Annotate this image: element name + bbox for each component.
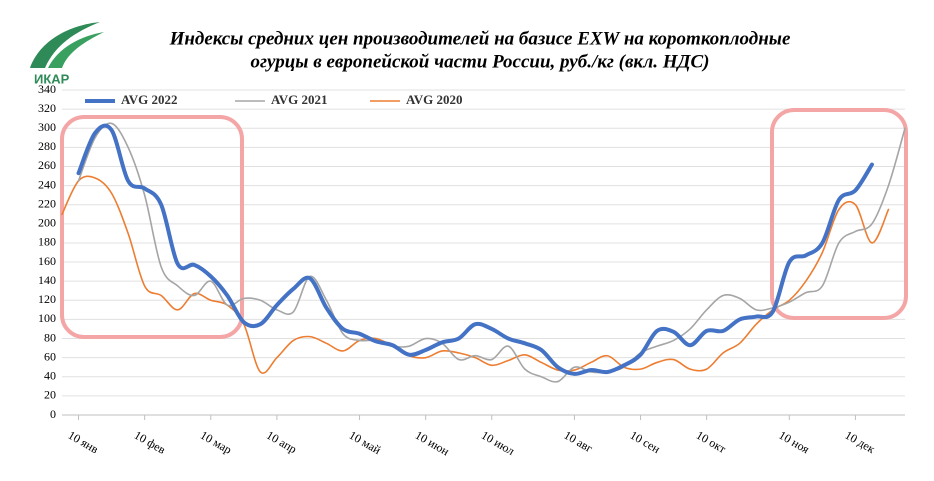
- chart-title: огурцы в европейской части России, руб./…: [251, 51, 710, 72]
- y-tick-label: 340: [38, 82, 56, 96]
- legend-label: AVG 2020: [406, 92, 462, 107]
- x-tick-label: 10 дек: [843, 428, 878, 456]
- legend-label: AVG 2021: [271, 92, 327, 107]
- x-tick-label: 10 янв: [66, 428, 102, 457]
- y-tick-label: 260: [38, 158, 56, 172]
- x-tick-label: 10 июн: [413, 428, 452, 459]
- series-line: [76, 123, 874, 376]
- x-tick-label: 10 сен: [628, 428, 663, 457]
- x-tick-label: 10 авг: [562, 428, 596, 456]
- x-tick-label: 10 ноя: [776, 428, 812, 457]
- y-tick-label: 0: [50, 407, 56, 421]
- x-tick-label: 10 май: [347, 428, 384, 458]
- highlight-box: [770, 108, 908, 320]
- x-tick-label: 10 фев: [132, 428, 169, 457]
- y-tick-label: 320: [38, 101, 56, 115]
- y-tick-label: 120: [38, 292, 56, 306]
- highlight-box: [60, 115, 244, 339]
- y-tick-label: 140: [38, 273, 56, 287]
- y-tick-label: 180: [38, 235, 56, 249]
- y-tick-label: 280: [38, 139, 56, 153]
- y-tick-label: 240: [38, 177, 56, 191]
- y-tick-label: 20: [44, 388, 56, 402]
- logo: ИКАР: [30, 22, 104, 86]
- y-tick-label: 60: [44, 349, 56, 363]
- chart-title: Индексы средних цен производителей на ба…: [169, 28, 791, 49]
- y-tick-label: 220: [38, 196, 56, 210]
- legend-label: AVG 2022: [121, 92, 177, 107]
- y-tick-label: 160: [38, 254, 56, 268]
- logo-text: ИКАР: [34, 71, 70, 86]
- x-tick-label: 10 апр: [264, 428, 299, 456]
- series-line: [61, 175, 890, 374]
- y-tick-label: 300: [38, 120, 56, 134]
- y-tick-label: 100: [38, 311, 56, 325]
- y-tick-label: 40: [44, 369, 56, 383]
- y-tick-label: 80: [44, 330, 56, 344]
- x-tick-label: 10 мар: [198, 428, 234, 457]
- y-tick-label: 200: [38, 216, 56, 230]
- x-tick-label: 10 июл: [479, 428, 517, 458]
- x-tick-label: 10 окт: [694, 428, 729, 456]
- series-line: [77, 122, 906, 383]
